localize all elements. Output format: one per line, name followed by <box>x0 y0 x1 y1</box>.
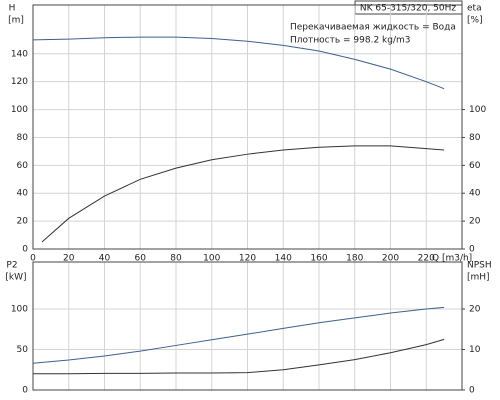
y-axis-unit: [m] <box>8 16 24 26</box>
y2-tick-label: 20 <box>469 217 481 227</box>
y-tick-label: 140 <box>11 49 28 59</box>
x-tick-label: 180 <box>346 254 363 264</box>
x-axis-label: Q [m3/h] <box>432 254 472 264</box>
y-axis-unit: [kW] <box>5 273 26 283</box>
y2-axis-label: eta <box>467 4 482 14</box>
y-tick-label: 0 <box>22 386 28 396</box>
y2-axis-unit: [%] <box>467 16 483 26</box>
curve <box>33 338 445 375</box>
y2-axis-unit: [mH] <box>467 273 490 283</box>
x-tick-label: 200 <box>382 254 399 264</box>
chart-title: NK 65-315/320, 50Hz <box>360 4 457 14</box>
y2-tick-label: 10 <box>469 345 481 355</box>
curve <box>41 145 445 243</box>
x-tick-label: 40 <box>99 254 111 264</box>
x-tick-label: 100 <box>203 254 220 264</box>
annotation: Перекачиваемая жидкость = Вода <box>290 23 456 33</box>
y-tick-label: 50 <box>17 345 29 355</box>
annotation: Плотность = 998.2 kg/m3 <box>290 36 411 46</box>
x-tick-label: 0 <box>30 254 36 264</box>
y2-tick-label: 0 <box>469 386 475 396</box>
plot-frame <box>32 4 463 250</box>
y-axis-label: H <box>9 4 16 14</box>
y-tick-label: 0 <box>22 245 28 255</box>
y-axis-label: P2 <box>6 261 17 271</box>
x-tick-label: 160 <box>310 254 327 264</box>
y-tick-label: 60 <box>17 161 29 171</box>
x-tick-label: 220 <box>418 254 435 264</box>
x-tick-label: 80 <box>170 254 182 264</box>
x-tick-label: 20 <box>63 254 75 264</box>
y-tick-label: 100 <box>11 304 28 314</box>
curve <box>32 36 445 90</box>
y-tick-label: 40 <box>17 189 29 199</box>
y-tick-label: 80 <box>17 133 29 143</box>
curve <box>32 306 445 364</box>
x-tick-label: 140 <box>275 254 292 264</box>
x-tick-label: 120 <box>239 254 256 264</box>
y-tick-label: 100 <box>11 105 28 115</box>
y2-tick-label: 40 <box>469 189 481 199</box>
y2-tick-label: 20 <box>469 304 481 314</box>
x-tick-label: 60 <box>135 254 147 264</box>
y2-tick-label: 0 <box>469 245 475 255</box>
plot-frame <box>32 261 463 391</box>
y-tick-label: 120 <box>11 77 28 87</box>
y2-axis-label: NPSH <box>467 261 492 271</box>
y2-tick-label: 60 <box>469 161 481 171</box>
y2-tick-label: 80 <box>469 133 481 143</box>
y2-tick-label: 100 <box>469 105 486 115</box>
y-tick-label: 20 <box>17 217 29 227</box>
